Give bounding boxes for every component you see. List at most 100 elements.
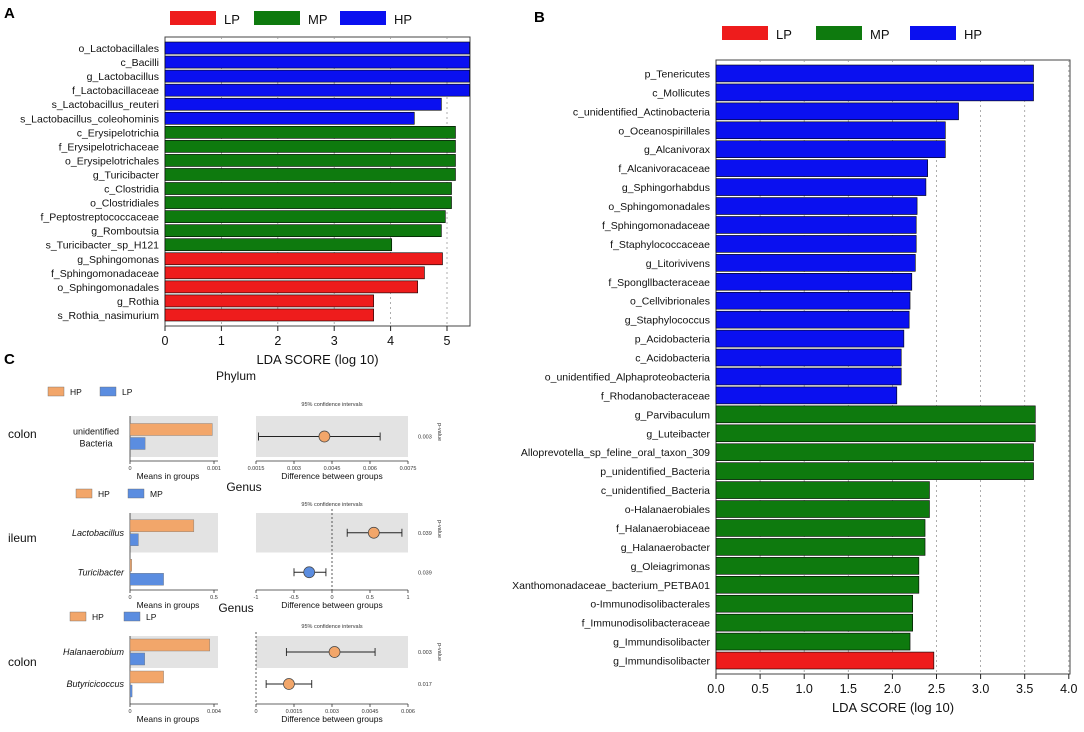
row-title: Genus — [226, 480, 261, 494]
bar-mp — [715, 594, 913, 613]
pvalue-label: 0.003 — [418, 650, 432, 656]
pvalue-header: p-value — [436, 423, 442, 441]
legend-label-hp: HP — [964, 27, 982, 42]
bar-mp — [715, 500, 930, 518]
x-tick-label: 3 — [331, 334, 338, 348]
diff-axis-title: Difference between groups — [281, 714, 382, 724]
bar-mp — [715, 632, 911, 651]
bar-label: g_Halanaerobacter — [621, 542, 711, 554]
bar-hp — [715, 367, 902, 386]
panel-letter: B — [534, 9, 545, 26]
taxon-label: Lactobacillus — [72, 528, 125, 538]
bar-hp — [715, 64, 1034, 83]
bar-label: o-Halanaerobiales — [625, 504, 710, 516]
legend-label-mp: MP — [150, 489, 163, 499]
x-axis-title: LDA SCORE (log 10) — [256, 352, 378, 367]
bar-label: p_Acidobacteria — [635, 334, 710, 346]
legend-swatch-mp — [254, 11, 300, 25]
mean-bar-second — [129, 652, 145, 666]
legend-swatch-lp — [123, 611, 141, 622]
bar-hp — [715, 291, 911, 310]
mean-tick-label: 0.5 — [210, 595, 218, 601]
mean-axis-title: Means in groups — [137, 471, 200, 481]
bar-label: f_Erysipelotrichaceae — [59, 141, 160, 153]
legend-label-hp: HP — [98, 489, 110, 499]
bar-label: o_Lactobacillales — [78, 43, 159, 55]
x-tick-label: 3.0 — [972, 682, 989, 696]
bar-hp — [164, 83, 470, 97]
bar-hp — [715, 159, 928, 177]
bar-mp — [715, 538, 926, 556]
x-tick-label: 1.5 — [840, 682, 857, 696]
panel-a-lda-chart: A LP MP HP 0 1 2 3 4 5 LDA SCORE (log 10) o_Lactoba… — [4, 5, 471, 367]
bar-label: c_Bacilli — [120, 57, 159, 69]
legend-swatch-hp — [340, 11, 386, 25]
bar-hp — [715, 121, 946, 140]
legend-swatch-lp — [722, 26, 768, 40]
bar-label: f_Staphylococcaceae — [610, 239, 710, 251]
bar-mp — [164, 168, 456, 181]
legend-label-mp: MP — [308, 12, 328, 27]
bar-mp — [715, 481, 930, 499]
bar-mp — [164, 182, 452, 195]
legend-swatch-hp — [75, 488, 93, 499]
mean-shade — [130, 513, 218, 553]
legend-swatch-hp — [910, 26, 956, 40]
bar-label: o_Sphingomonadales — [57, 282, 159, 294]
bar-label: g_Immundisolibacter — [613, 637, 710, 649]
bar-label: o_Erysipelotrichales — [65, 155, 159, 167]
bar-hp — [715, 197, 918, 215]
x-tick-label: 2.0 — [884, 682, 901, 696]
x-tick-label: 0.5 — [751, 682, 768, 696]
bar-lp — [164, 308, 374, 322]
bar-label: g_Turicibacter — [93, 169, 160, 181]
x-tick-label: 1.0 — [796, 682, 813, 696]
bar-hp — [164, 41, 470, 55]
mean-bar-hp — [129, 670, 164, 684]
ci-title: 95% confidence intervals — [301, 624, 362, 630]
mean-bar-hp — [129, 423, 213, 436]
bar-hp — [715, 178, 927, 196]
diff-axis-title: Difference between groups — [281, 600, 382, 610]
diff-tick-label: 0 — [254, 709, 257, 715]
bar-hp — [715, 102, 959, 121]
legend-swatch-mp — [127, 488, 145, 499]
bar-label: p_unidentified_Bacteria — [600, 466, 710, 478]
bar-hp — [715, 329, 905, 348]
bar-mp — [715, 613, 913, 632]
x-tick-label: 5 — [444, 334, 451, 348]
diff-axis-title: Difference between groups — [281, 471, 382, 481]
legend-swatch-lp — [99, 386, 117, 397]
legend-label-hp: HP — [92, 612, 104, 622]
bar-label: g_Parvibaculum — [635, 409, 711, 421]
bar-lp — [715, 651, 935, 670]
legend-label-lp: LP — [776, 27, 792, 42]
bar-mp — [164, 224, 442, 237]
error-bar-row-colon: Phylum HP LP colon 95% confidence intervals 0… — [8, 369, 442, 481]
mean-tick-label: 0 — [128, 709, 131, 715]
diff-tick-label: 0 — [330, 595, 333, 601]
bar-label: s_Rothia_nasimurium — [57, 310, 159, 322]
x-tick-label: 2 — [274, 334, 281, 348]
bar-label: g_Luteibacter — [646, 428, 710, 440]
diff-tick-label: 0.0015 — [286, 709, 303, 715]
pvalue-header: p-value — [436, 643, 442, 661]
bar-label: o-Immunodisolibacterales — [590, 599, 710, 611]
panel-c-error-bar-charts: C Phylum HP LP colon 95% confidence intervals… — [4, 351, 442, 724]
bar-mp — [164, 140, 456, 153]
diff-tick-label: 0.0045 — [362, 709, 379, 715]
bar-hp — [715, 235, 917, 253]
bar-mp — [164, 126, 456, 139]
bar-hp — [715, 386, 898, 405]
bar-label: g_Rothia — [117, 296, 159, 308]
mean-axis-title: Means in groups — [137, 600, 200, 610]
bar-label: c_Acidobacteria — [635, 353, 710, 365]
bar-label: c_Clostridia — [104, 184, 159, 196]
x-axis-title: LDA SCORE (log 10) — [832, 700, 954, 715]
mean-bar-second — [129, 573, 164, 586]
bar-mp — [164, 196, 452, 209]
taxon-label: Halanaerobium — [63, 647, 125, 657]
error-bar-row-ileum: Genus HP MP ileum 95% confidence intervals 0 0… — [8, 480, 442, 610]
x-tick-label: 4 — [387, 334, 394, 348]
